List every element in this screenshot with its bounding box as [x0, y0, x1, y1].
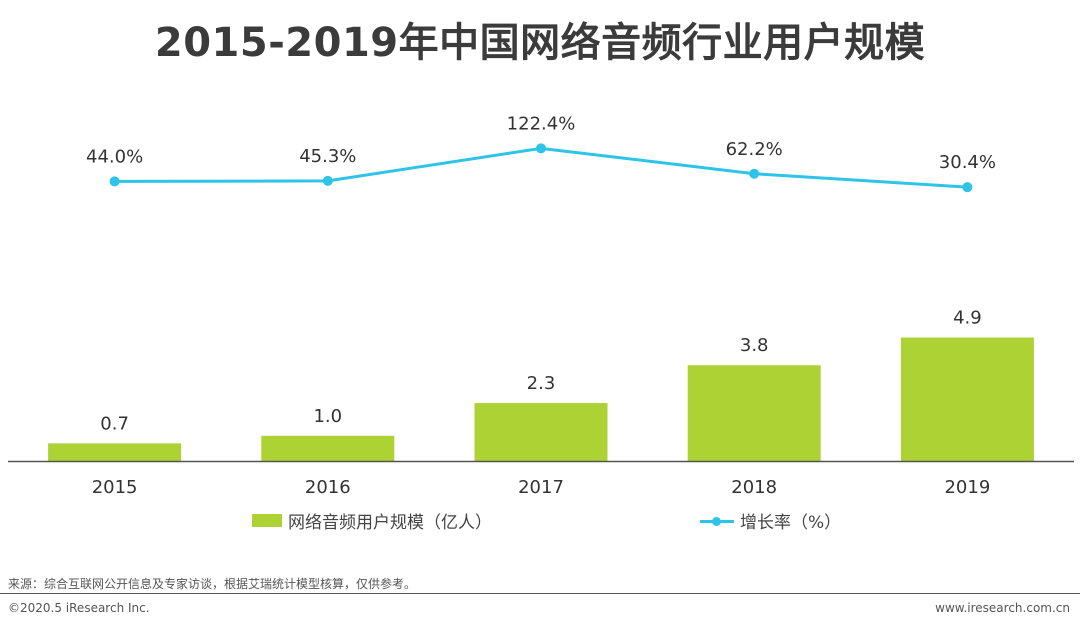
legend-item-line: 增长率（%） — [700, 508, 841, 533]
bar-2015 — [48, 443, 182, 461]
bar-label-2016: 1.0 — [313, 406, 342, 427]
growth-line — [114, 146, 968, 189]
legend-line-swatch — [700, 514, 734, 527]
bar-label-2015: 0.7 — [100, 413, 129, 434]
legend-bar-label: 网络音频用户规模（亿人） — [288, 513, 492, 533]
bar-2017 — [474, 403, 608, 461]
growth-point-2016 — [322, 175, 333, 186]
copyright: ©2020.5 iResearch Inc. — [8, 601, 150, 615]
growth-point-2019 — [962, 182, 973, 193]
growth-point-2018 — [749, 168, 760, 179]
bar-2016 — [261, 435, 395, 461]
growth-label-2016: 45.3% — [299, 146, 356, 167]
bar-label-2018: 3.8 — [740, 335, 769, 356]
chart-title: 2015-2019年中国网络音频行业用户规模 — [154, 20, 926, 66]
x-tick-label-2018: 2018 — [731, 477, 777, 498]
growth-label-2018: 62.2% — [726, 139, 783, 160]
growth-label-2017: 122.4% — [507, 113, 576, 134]
legend-item-bar: 网络音频用户规模（亿人） — [252, 508, 492, 533]
bar-2019 — [900, 337, 1034, 461]
x-tick-label-2019: 2019 — [944, 477, 990, 498]
legend-bar-swatch — [252, 514, 282, 527]
bar-2018 — [687, 365, 821, 461]
bar-label-2019: 4.9 — [953, 308, 982, 329]
source-note: 来源：综合互联网公开信息及专家访谈，根据艾瑞统计模型核算，仅供参考。 — [8, 577, 417, 591]
bar-label-2017: 2.3 — [527, 373, 556, 394]
footer-divider — [0, 593, 1080, 594]
x-tick-label-2016: 2016 — [305, 477, 351, 498]
legend-line-label: 增长率（%） — [740, 513, 842, 533]
growth-point-2015 — [109, 176, 120, 187]
growth-label-2015: 44.0% — [86, 146, 143, 167]
growth-label-2019: 30.4% — [939, 152, 996, 173]
x-tick-label-2017: 2017 — [518, 477, 564, 498]
growth-point-2017 — [536, 143, 546, 154]
website-link[interactable]: www.iresearch.com.cn — [935, 601, 1070, 615]
x-tick-label-2015: 2015 — [92, 477, 138, 498]
